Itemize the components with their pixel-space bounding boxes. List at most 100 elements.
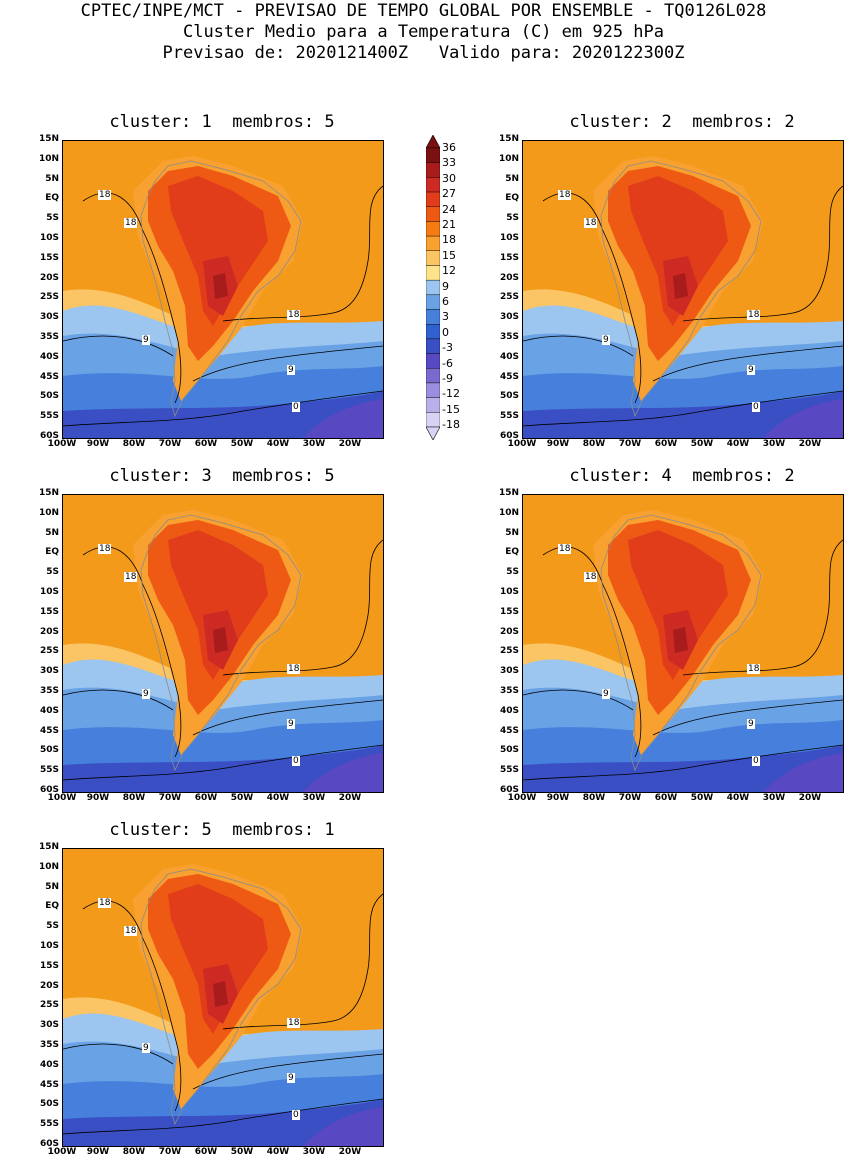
latitude-label: 5S: [506, 567, 519, 578]
colorbar-segment: [426, 309, 440, 325]
latitude-label: 30S: [39, 312, 59, 323]
latitude-label: 55S: [39, 765, 59, 776]
latitude-label: 55S: [39, 411, 59, 422]
latitude-label: 15N: [38, 488, 59, 498]
cluster-map: [62, 140, 384, 439]
longitude-label: 30W: [302, 793, 326, 803]
temperature-field: [523, 495, 843, 792]
longitude-label: 50W: [690, 439, 714, 449]
colorbar-segment: [426, 250, 440, 266]
panel-title: cluster: 4 membros: 2: [569, 466, 795, 486]
contour-label: 9: [142, 335, 150, 345]
longitude-label: 40W: [726, 439, 750, 449]
longitude-label: 50W: [230, 439, 254, 449]
latitude-label: 15S: [499, 606, 519, 617]
longitude-label: 50W: [230, 793, 254, 803]
colorbar-segment: [426, 294, 440, 310]
contour-label: 0: [752, 402, 760, 412]
temperature-field: [523, 141, 843, 438]
longitude-label: 80W: [582, 439, 606, 449]
longitude-label: 60W: [194, 1147, 218, 1157]
longitude-label: 60W: [194, 793, 218, 803]
latitude-label: 5S: [46, 567, 59, 578]
latitude-label: 40S: [39, 1059, 59, 1070]
latitude-label: 30S: [39, 666, 59, 677]
latitude-label: 50S: [499, 391, 519, 402]
latitude-label: 15S: [499, 252, 519, 263]
latitude-label: 20S: [39, 980, 59, 991]
cluster-map: [62, 848, 384, 1147]
contour-label: 9: [602, 335, 610, 345]
latitude-label: 25S: [39, 1000, 59, 1011]
colorbar-label: -15: [442, 402, 460, 416]
contour-label: 18: [287, 664, 301, 674]
colorbar-label: 21: [442, 218, 456, 231]
contour-label: 9: [142, 1043, 150, 1053]
contour-label: 0: [752, 756, 760, 766]
contour-label: 9: [287, 365, 295, 375]
latitude-label: 10N: [498, 153, 519, 164]
longitude-label: 30W: [302, 439, 326, 449]
latitude-label: 45S: [39, 1079, 59, 1090]
contour-label: 18: [747, 310, 761, 320]
longitude-label: 60W: [194, 439, 218, 449]
longitude-label: 20W: [338, 1147, 362, 1157]
contour-label: 18: [747, 664, 761, 674]
colorbar-label: 18: [442, 233, 456, 247]
longitude-label: 20W: [798, 793, 822, 803]
latitude-label: 5N: [45, 173, 59, 184]
colorbar-label: -18: [442, 418, 460, 432]
latitude-label: 30S: [39, 1020, 59, 1031]
latitude-label: 5N: [45, 527, 59, 538]
longitude-label: 90W: [546, 439, 570, 449]
latitude-label: 5S: [506, 213, 519, 224]
latitude-label: EQ: [45, 193, 59, 204]
latitude-label: 5S: [46, 213, 59, 224]
header-subtitle: Cluster Medio para a Temperatura (C) em …: [182, 22, 665, 42]
latitude-label: 45S: [39, 725, 59, 736]
longitude-label: 100W: [507, 793, 537, 803]
contour-label: 9: [287, 719, 295, 729]
latitude-label: 25S: [499, 646, 519, 657]
longitude-label: 80W: [582, 793, 606, 803]
latitude-label: 60S: [39, 1139, 59, 1149]
latitude-label: 10S: [39, 233, 59, 243]
colorbar-label: 27: [442, 187, 456, 201]
latitude-label: 20S: [39, 626, 59, 637]
longitude-label: 60W: [654, 793, 678, 803]
longitude-label: 100W: [47, 439, 77, 449]
contour-label: 18: [287, 310, 301, 320]
latitude-label: 5N: [505, 527, 519, 538]
latitude-label: 55S: [499, 411, 519, 422]
latitude-label: 15S: [39, 606, 59, 617]
latitude-label: 15N: [38, 842, 59, 852]
colorbar-label: 33: [442, 156, 456, 170]
colorbar-segment: [426, 382, 440, 398]
contour-label: 0: [292, 402, 300, 412]
longitude-label: 70W: [158, 439, 182, 449]
contour-label: 18: [558, 544, 572, 554]
latitude-label: 15S: [39, 960, 59, 971]
longitude-label: 70W: [158, 1147, 182, 1157]
temperature-field: [63, 141, 383, 438]
colorbar-label: 24: [442, 202, 456, 216]
longitude-label: 100W: [47, 793, 77, 803]
colorbar-segment: [426, 397, 440, 413]
latitude-label: 5N: [45, 881, 59, 892]
latitude-label: 45S: [499, 371, 519, 382]
cluster-map: [522, 494, 844, 793]
latitude-label: 35S: [39, 686, 59, 696]
latitude-label: 5N: [505, 173, 519, 184]
latitude-label: 60S: [39, 785, 59, 795]
colorbar-label: 9: [442, 279, 449, 293]
latitude-label: EQ: [505, 547, 519, 558]
contour-label: 18: [98, 898, 112, 908]
latitude-label: EQ: [45, 547, 59, 558]
latitude-label: 35S: [499, 332, 519, 342]
longitude-label: 60W: [654, 439, 678, 449]
cluster-map: [62, 494, 384, 793]
latitude-label: 5S: [46, 921, 59, 932]
colorbar-segment: [426, 206, 440, 222]
colorbar-segment: [426, 221, 440, 237]
latitude-label: EQ: [505, 193, 519, 204]
